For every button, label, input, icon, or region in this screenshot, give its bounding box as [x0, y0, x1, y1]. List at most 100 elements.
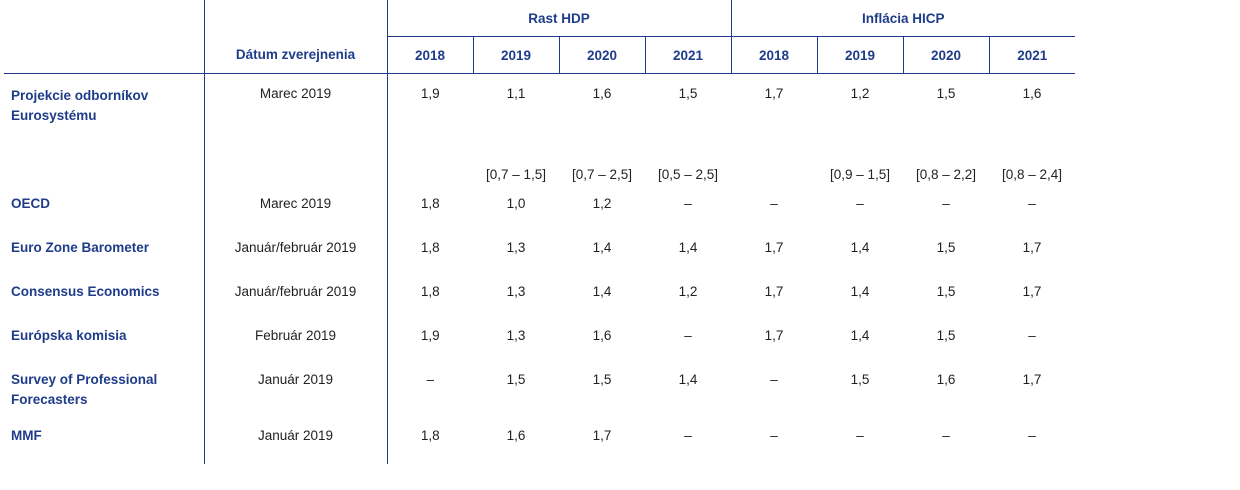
header-hicp-year: 2020	[902, 36, 989, 74]
gdp-value: 1,2	[592, 196, 612, 211]
header-empty-source	[4, 0, 205, 37]
gdp-value: 1,7	[592, 428, 612, 443]
row-source: Euro Zone Barometer	[4, 232, 205, 276]
table-row-ranges: [0,7 – 1,5] [0,7 – 2,5] [0,5 – 2,5] [0,9…	[4, 126, 1075, 188]
hicp-value: –	[1028, 196, 1036, 211]
gdp-value: –	[684, 196, 692, 211]
gdp-value: 1,9	[420, 86, 440, 101]
gdp-value: 1,5	[506, 372, 526, 387]
group-header-inflation: Inflácia HICP	[730, 0, 1075, 37]
hicp-value: –	[770, 372, 778, 387]
row-date: Január/február 2019	[204, 276, 388, 320]
hicp-value: 1,2	[850, 86, 870, 101]
table-row: OECD Marec 2019 1,8 1,0 1,2 – – – – –	[4, 188, 1075, 232]
gdp-value: –	[684, 328, 692, 343]
header-gdp-year: 2018	[387, 36, 473, 74]
group-header-gdp: Rast HDP	[387, 0, 731, 37]
table-row: Európska komisia Február 2019 1,9 1,3 1,…	[4, 320, 1075, 364]
hicp-value: 1,7	[764, 86, 784, 101]
row-date: Január 2019	[204, 364, 388, 420]
row-source: MMF	[4, 420, 205, 464]
hicp-value: –	[1028, 428, 1036, 443]
hicp-value: 1,5	[936, 328, 956, 343]
hicp-value: –	[942, 428, 950, 443]
row-date: Marec 2019	[204, 73, 388, 126]
hicp-value: 1,7	[1022, 284, 1042, 299]
header-row-groups: Rast HDP Inflácia HICP	[4, 0, 1075, 37]
hicp-value: –	[770, 196, 778, 211]
header-source-cell	[4, 36, 205, 74]
gdp-value: 1,5	[678, 86, 698, 101]
table-row: MMF Január 2019 1,8 1,6 1,7 – – – – –	[4, 420, 1075, 464]
hicp-value: 1,5	[936, 284, 956, 299]
gdp-range: [0,7 – 2,5]	[571, 167, 633, 182]
gdp-value: 1,4	[678, 240, 698, 255]
hicp-value: 1,5	[936, 86, 956, 101]
gdp-value: 1,6	[592, 328, 612, 343]
hicp-value: 1,6	[1022, 86, 1042, 101]
gdp-value: 1,6	[592, 86, 612, 101]
gdp-value: 1,1	[506, 86, 526, 101]
hicp-value: –	[856, 196, 864, 211]
range-source-cell	[4, 126, 205, 188]
header-row-years: Dátum zverejnenia 2018 2019 2020 2021 20…	[4, 36, 1075, 74]
hicp-value: –	[942, 196, 950, 211]
gdp-value: 1,3	[506, 328, 526, 343]
hicp-value: 1,7	[764, 284, 784, 299]
hicp-value: –	[770, 428, 778, 443]
gdp-range: [0,5 – 2,5]	[657, 167, 719, 182]
hicp-value: 1,5	[936, 240, 956, 255]
hicp-value: 1,7	[1022, 240, 1042, 255]
gdp-value: 1,8	[420, 240, 440, 255]
hicp-value: –	[1028, 328, 1036, 343]
gdp-value: 1,8	[420, 284, 440, 299]
hicp-range	[731, 126, 817, 188]
row-source: OECD	[4, 188, 205, 232]
gdp-value: 1,3	[506, 284, 526, 299]
row-date: Február 2019	[204, 320, 388, 364]
gdp-range	[387, 126, 473, 188]
gdp-value: –	[684, 428, 692, 443]
header-empty-date	[204, 0, 388, 37]
table-row: Projekcie odborníkov Eurosystému Marec 2…	[4, 73, 1075, 126]
hicp-value: 1,5	[850, 372, 870, 387]
table-row: Euro Zone Barometer Január/február 2019 …	[4, 232, 1075, 276]
gdp-value: 1,8	[420, 428, 440, 443]
hicp-range: [0,8 – 2,4]	[1001, 167, 1063, 182]
header-hicp-year: 2021	[988, 36, 1075, 74]
table-row: Survey of Professional Forecasters Januá…	[4, 364, 1075, 420]
header-gdp-year: 2020	[558, 36, 645, 74]
gdp-value: 1,5	[592, 372, 612, 387]
hicp-range: [0,8 – 2,2]	[915, 167, 977, 182]
hicp-value: 1,4	[850, 328, 870, 343]
row-source: Projekcie odborníkov Eurosystému	[4, 73, 205, 126]
gdp-value: 1,8	[420, 196, 440, 211]
header-hicp-year: 2018	[730, 36, 817, 74]
gdp-value: 1,4	[592, 284, 612, 299]
row-date: Marec 2019	[204, 188, 388, 232]
hicp-value: 1,7	[1022, 372, 1042, 387]
row-source: Survey of Professional Forecasters	[4, 364, 205, 420]
forecast-table: Rast HDP Inflácia HICP Dátum zverejnenia…	[4, 0, 1075, 464]
gdp-value: 1,0	[506, 196, 526, 211]
hicp-range: [0,9 – 1,5]	[829, 167, 891, 182]
gdp-value: 1,4	[592, 240, 612, 255]
row-date: Január 2019	[204, 420, 388, 464]
row-date: Január/február 2019	[204, 232, 388, 276]
gdp-value: 1,3	[506, 240, 526, 255]
range-date-cell	[204, 126, 388, 188]
header-gdp-year: 2019	[472, 36, 559, 74]
hicp-value: –	[856, 428, 864, 443]
hicp-value: 1,7	[764, 328, 784, 343]
gdp-range: [0,7 – 1,5]	[485, 167, 547, 182]
header-gdp-year: 2021	[644, 36, 731, 74]
gdp-value: 1,9	[420, 328, 440, 343]
gdp-value: 1,2	[678, 284, 698, 299]
hicp-value: 1,7	[764, 240, 784, 255]
gdp-value: –	[426, 372, 434, 387]
row-source: Európska komisia	[4, 320, 205, 364]
table-row: Consensus Economics Január/február 2019 …	[4, 276, 1075, 320]
hicp-value: 1,4	[850, 240, 870, 255]
hicp-value: 1,4	[850, 284, 870, 299]
row-source: Consensus Economics	[4, 276, 205, 320]
